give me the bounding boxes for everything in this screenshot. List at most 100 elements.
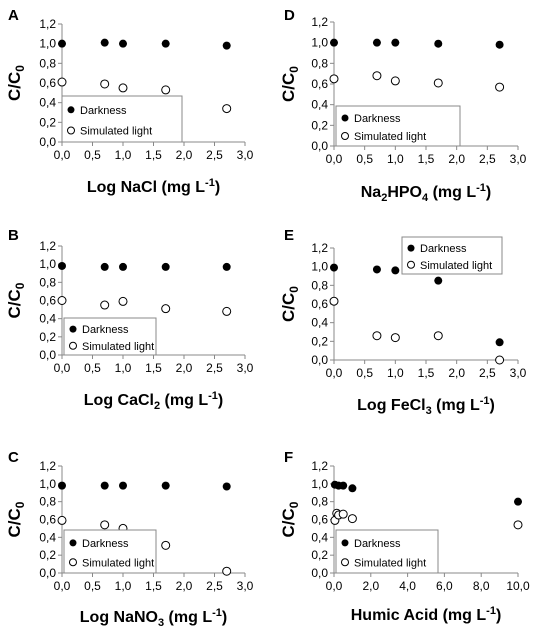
legend-marker-simulated-light	[69, 558, 77, 567]
data-point-darkness	[330, 38, 338, 47]
y-tick-label: 0,4	[311, 530, 328, 544]
data-point-darkness	[372, 38, 381, 47]
y-axis-label-main: C/C	[279, 293, 298, 322]
x-axis-label-part: HPO	[387, 184, 422, 201]
y-tick-label: 0,4	[39, 312, 56, 326]
x-axis-label-part: Humic Acid (mg L	[351, 607, 487, 624]
data-point-simulated-light	[222, 104, 232, 114]
x-tick-label: 3,0	[510, 366, 527, 380]
data-point-darkness	[58, 39, 66, 48]
y-tick-label: 1,2	[39, 459, 56, 473]
x-tick-label: 2,5	[479, 366, 496, 380]
x-tick-label: 6,0	[436, 579, 453, 593]
y-axis-label-main: C/C	[5, 72, 24, 101]
panel-letter: A	[8, 7, 19, 24]
y-axis-label-main: C/C	[279, 73, 298, 102]
x-tick-label: 0,0	[54, 361, 71, 375]
y-tick-label: 0,6	[39, 294, 56, 308]
x-axis-label-part: (mg L	[164, 609, 212, 626]
legend-label: Simulated light	[354, 131, 426, 143]
x-axis-label-part: 3	[158, 617, 164, 629]
data-point-darkness	[330, 263, 338, 272]
legend-label: Darkness	[420, 243, 467, 255]
y-tick-label: 0,8	[311, 278, 328, 292]
legend-label: Darkness	[82, 324, 129, 336]
y-tick-label: 1,0	[39, 37, 56, 51]
legend-box	[335, 105, 461, 147]
y-tick-label: 0,8	[311, 495, 328, 509]
chart-panel-e: E 0,0 0,2 0,4 0,6 0,8 1,0 1,2 0,0 0,5 1,0 1,5 2,0 2,5…	[279, 227, 527, 417]
x-axis-label-part: (mg L	[432, 397, 480, 414]
x-axis-label: Log CaCl2 (mg L-1)	[84, 390, 223, 412]
y-tick-label: 0,2	[39, 548, 56, 562]
x-axis-label-part: -1	[208, 390, 218, 402]
y-tick-label: 0,2	[311, 548, 328, 562]
data-point-darkness	[222, 482, 231, 491]
data-point-simulated-light	[222, 566, 232, 576]
data-point-simulated-light	[372, 71, 382, 81]
x-tick-label: 1,0	[115, 579, 132, 593]
legend-label: Simulated light	[80, 126, 152, 138]
legend-box	[63, 317, 157, 356]
x-axis-label: Na2HPO4 (mg L-1)	[361, 182, 491, 204]
x-axis-label-part: )	[496, 607, 501, 624]
data-point-simulated-light	[433, 331, 443, 341]
x-axis-label-part: -1	[486, 605, 496, 617]
legend-label: Simulated light	[354, 557, 426, 569]
x-axis-label-part: Log FeCl	[357, 397, 425, 414]
x-axis-label-part: -1	[205, 177, 215, 189]
legend: Darkness Simulated light	[335, 529, 439, 574]
x-axis-label-part: )	[218, 392, 223, 409]
data-point-simulated-light	[100, 520, 110, 530]
data-point-simulated-light	[347, 514, 357, 524]
data-point-darkness	[495, 40, 504, 49]
panel-letter: D	[284, 7, 295, 24]
x-tick-label: 0,5	[356, 366, 373, 380]
y-axis-label: C/C0	[279, 286, 301, 322]
x-axis-label: Humic Acid (mg L-1)	[351, 605, 502, 624]
y-tick-label: 1,2	[311, 15, 328, 29]
legend-marker-simulated-light	[69, 341, 77, 350]
data-point-darkness	[495, 338, 504, 347]
data-point-darkness	[434, 276, 443, 285]
legend-marker-darkness	[69, 325, 77, 333]
chart-panel-f: F 0,0 0,2 0,4 0,6 0,8 1,0 1,2 0,0 2,0 4,0 6,0 8,0 10,…	[279, 449, 530, 624]
x-tick-label: 3,0	[237, 579, 254, 593]
x-axis-label-part: )	[490, 397, 495, 414]
legend-marker-darkness	[67, 106, 75, 114]
x-tick-label: 4,0	[399, 579, 416, 593]
x-axis-label-part: Na	[361, 184, 382, 201]
data-point-darkness	[100, 262, 109, 271]
y-tick-label: 1,0	[311, 477, 328, 491]
data-point-darkness	[119, 262, 127, 271]
y-axis-label-sub: 0	[287, 66, 301, 73]
y-axis-label: C/C0	[5, 501, 27, 537]
x-tick-label: 2,5	[206, 579, 223, 593]
x-axis-label: Log FeCl3 (mg L-1)	[357, 395, 495, 417]
data-point-simulated-light	[329, 296, 339, 306]
x-tick-label: 0,0	[54, 579, 71, 593]
data-point-darkness	[161, 39, 170, 48]
data-point-simulated-light	[57, 296, 67, 305]
legend-box	[63, 529, 157, 574]
y-axis-label: C/C0	[5, 282, 27, 318]
data-point-simulated-light	[161, 85, 171, 95]
x-axis-label: Log NaNO3 (mg L-1)	[80, 607, 227, 629]
y-tick-label: 0,0	[39, 348, 56, 362]
y-axis-label-sub: 0	[13, 282, 27, 289]
data-point-simulated-light	[329, 74, 339, 84]
chart-panel-c: C 0,0 0,2 0,4 0,6 0,8 1,0 1,2 0,0 0,5 1,0 1,5 2,0 2,5…	[5, 449, 254, 629]
data-point-darkness	[339, 481, 348, 490]
x-tick-label: 0,5	[84, 579, 101, 593]
data-point-darkness	[58, 481, 66, 490]
data-point-simulated-light	[433, 78, 443, 88]
y-tick-label: 1,2	[311, 459, 328, 473]
data-point-simulated-light	[390, 333, 400, 343]
legend-label: Darkness	[82, 538, 129, 550]
x-tick-label: 2,0	[176, 579, 193, 593]
y-tick-label: 0,4	[311, 98, 328, 112]
legend-marker-simulated-light	[67, 126, 75, 135]
y-tick-label: 0,6	[311, 297, 328, 311]
x-axis-label-part: (mg L	[160, 392, 208, 409]
y-axis-label-sub: 0	[287, 501, 301, 508]
